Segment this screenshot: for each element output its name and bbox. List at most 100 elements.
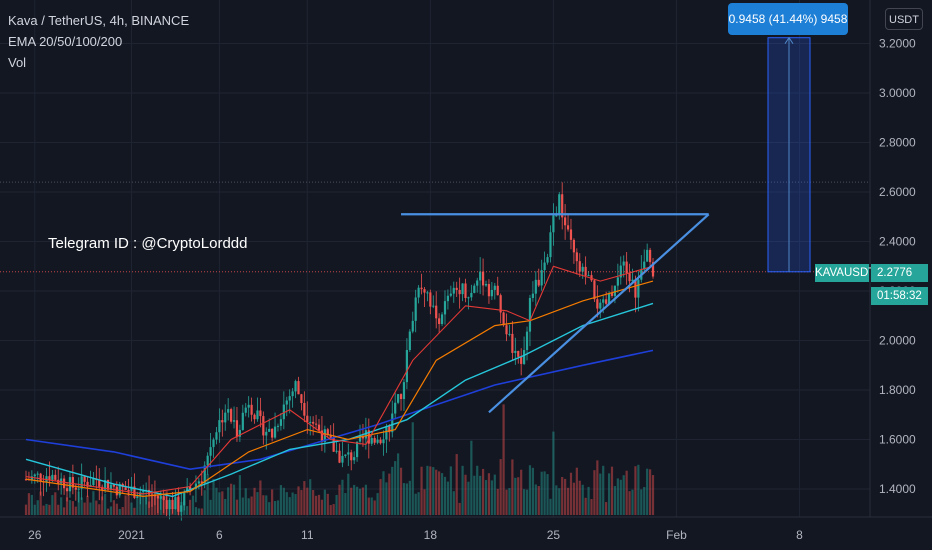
candle-body	[142, 490, 145, 493]
volume-bar	[309, 479, 312, 515]
candle-body	[449, 293, 452, 296]
candle-body	[508, 333, 511, 335]
volume-bar	[628, 491, 631, 515]
volume-indicator-label[interactable]: Vol	[8, 55, 27, 70]
candle-body	[534, 279, 537, 294]
candle-body	[496, 285, 499, 296]
volume-bar	[206, 474, 209, 515]
candle-body	[408, 331, 411, 351]
volume-bar	[232, 484, 236, 515]
candle-body	[326, 429, 329, 435]
volume-bar	[523, 489, 526, 515]
candle-body	[651, 262, 655, 277]
symbol-price-tag: KAVAUSDT	[815, 264, 875, 282]
candle-body	[317, 424, 321, 431]
volume-bar	[461, 465, 464, 515]
candle-body	[402, 382, 406, 400]
candle-body	[194, 483, 198, 489]
candle-body	[83, 476, 86, 482]
candle-body	[350, 452, 353, 461]
volume-bar	[33, 504, 36, 515]
candle-body	[124, 487, 127, 490]
candle-body	[285, 400, 288, 405]
candle-body	[367, 430, 370, 444]
candle-body	[546, 257, 549, 263]
candle-body	[493, 285, 496, 290]
volume-bar	[350, 487, 353, 515]
volume-bar	[640, 489, 643, 515]
volume-bar	[572, 482, 576, 515]
volume-bar	[525, 489, 529, 515]
price-tick-label: 1.6000	[879, 433, 916, 447]
volume-bar	[490, 480, 493, 515]
volume-bar	[581, 484, 584, 515]
candle-body	[581, 266, 584, 272]
volume-bar	[83, 502, 86, 515]
grid	[0, 0, 870, 517]
candle-body	[115, 486, 118, 496]
volume-bar	[397, 453, 400, 515]
volume-bar	[104, 494, 107, 515]
volume-bar	[297, 486, 300, 515]
volume-bar	[364, 484, 367, 515]
candle-body	[385, 426, 388, 440]
candle-body	[174, 497, 177, 510]
volume-bar	[77, 491, 80, 515]
candle-body	[432, 305, 435, 307]
volume-bar	[186, 506, 189, 515]
candle-body	[411, 320, 414, 332]
volume-bar	[540, 471, 543, 515]
candle-body	[446, 295, 450, 302]
volume-bar	[341, 479, 344, 515]
volume-bar	[487, 473, 491, 515]
volume-bar	[613, 486, 617, 515]
volume-bar	[616, 478, 619, 515]
candle-body	[68, 477, 72, 492]
volume-bar	[467, 481, 470, 515]
candle-body	[455, 287, 458, 290]
ema-indicator-label[interactable]: EMA 20/50/100/200	[8, 34, 123, 49]
candle-body	[104, 480, 107, 490]
candle-body	[525, 331, 529, 351]
volume-bar	[227, 487, 230, 515]
volume-bar	[127, 492, 130, 515]
candle-body	[625, 261, 628, 274]
volume-bars	[24, 404, 655, 515]
candle-body	[619, 265, 622, 278]
candle-body	[45, 476, 48, 482]
price-tick-label: 3.2000	[879, 37, 916, 51]
candle-body	[180, 505, 183, 512]
volume-bar	[200, 508, 203, 515]
volume-bar	[320, 499, 324, 515]
volume-bar	[607, 473, 611, 515]
volume-bar	[65, 497, 69, 515]
volume-bar	[484, 480, 488, 515]
volume-bar	[429, 466, 432, 515]
candle-body	[587, 275, 590, 277]
candle-body	[165, 500, 168, 510]
volume-bar	[306, 487, 309, 515]
volume-bar	[27, 493, 31, 515]
volume-bar	[385, 482, 388, 515]
volume-bar	[596, 460, 599, 515]
volume-bar	[420, 466, 423, 515]
volume-bar	[265, 495, 268, 515]
time-tick-label: Feb	[666, 528, 687, 542]
volume-bar	[569, 472, 573, 515]
volume-bar	[411, 422, 414, 515]
candle-body	[271, 428, 274, 438]
candle-body	[552, 215, 555, 233]
volume-bar	[314, 495, 318, 515]
volume-bar	[106, 508, 110, 515]
volume-bar	[133, 507, 136, 515]
candle-body	[648, 249, 652, 263]
currency-button[interactable]: USDT	[885, 8, 923, 30]
volume-bar	[36, 500, 39, 515]
candle-body	[186, 486, 189, 492]
volume-bar	[455, 454, 458, 515]
chart-title[interactable]: Kava / TetherUS, 4h, BINANCE	[8, 13, 190, 28]
volume-bar	[347, 473, 350, 515]
candle-body	[622, 261, 625, 266]
volume-bar	[452, 491, 455, 515]
